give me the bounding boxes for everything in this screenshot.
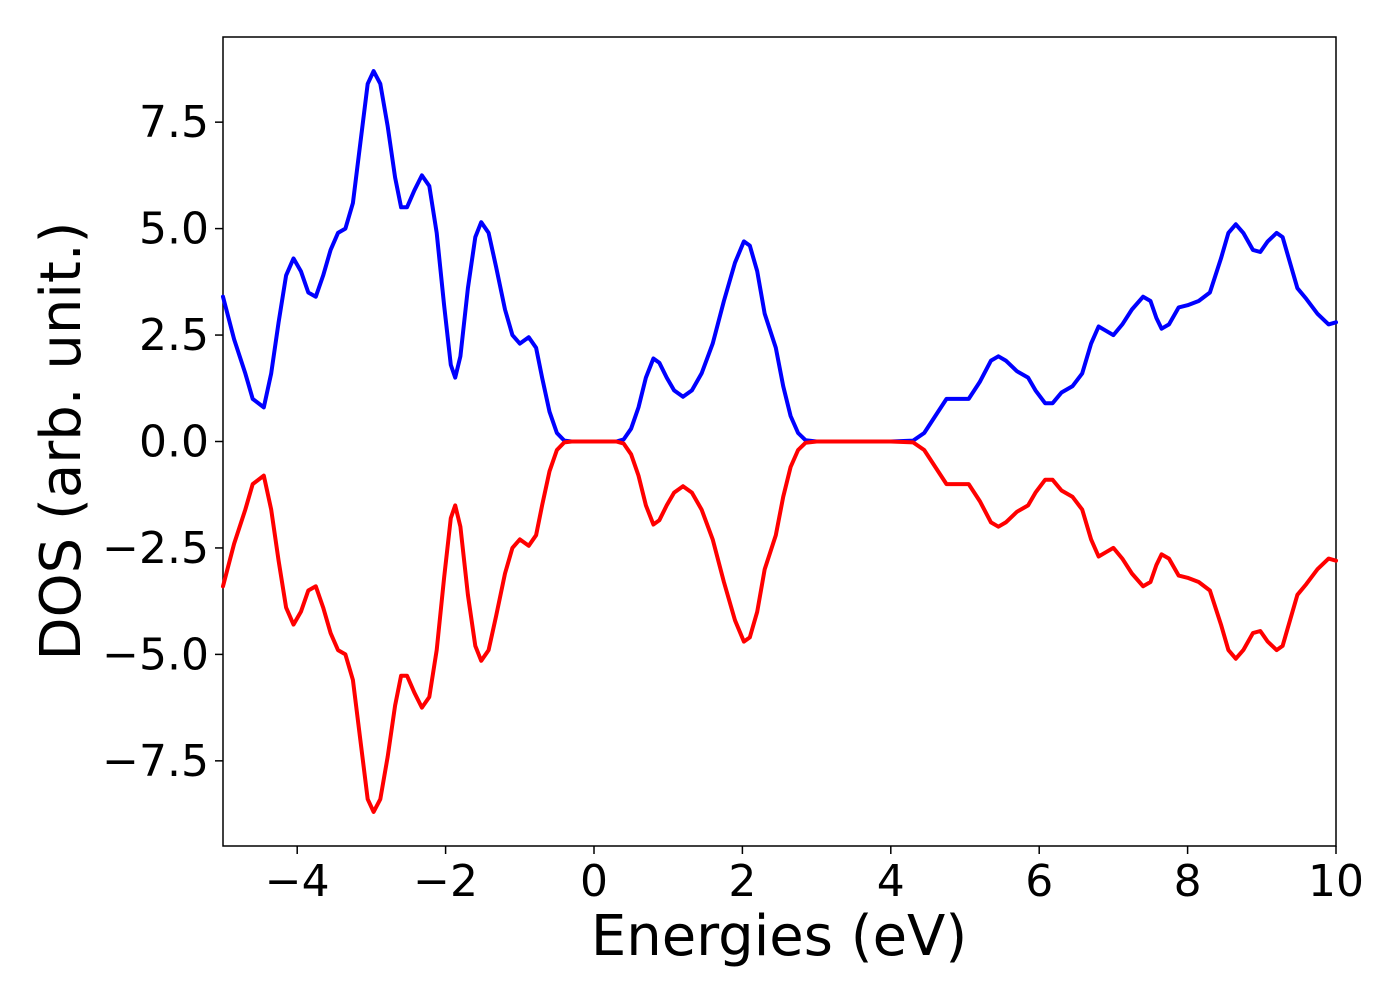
x-tick-label: 0 [580,856,608,907]
y-tick-label: −2.5 [102,523,209,574]
y-tick-label: 5.0 [139,204,209,255]
y-axis-ticks: 7.5 5.0 2.5 0.0 −2.5 −5.0 −7.5 [102,97,223,787]
x-axis-label: Energies (eV) [591,904,967,969]
x-tick-label: 6 [1025,856,1053,907]
y-tick-label: 2.5 [139,310,209,361]
x-tick-label: −2 [413,856,478,907]
x-tick-label: 8 [1174,856,1202,907]
y-tick-label: 7.5 [139,97,209,148]
y-tick-label: −5.0 [102,629,209,680]
series-line-negative [221,439,1338,814]
series-line-positive [221,69,1338,444]
y-axis-label: DOS (arb. unit.) [29,221,94,660]
series-layer [221,69,1338,814]
plot-area [221,36,1338,847]
x-tick-label: −4 [265,856,330,907]
plot-frame [222,36,1337,847]
x-tick-label: 4 [877,856,905,907]
x-axis-ticks: −4 −2 0 2 4 6 8 10 [265,846,1364,907]
x-tick-label: 2 [728,856,756,907]
y-tick-label: 0.0 [139,417,209,468]
x-tick-label: 10 [1308,856,1364,907]
y-tick-label: −7.5 [102,736,209,787]
